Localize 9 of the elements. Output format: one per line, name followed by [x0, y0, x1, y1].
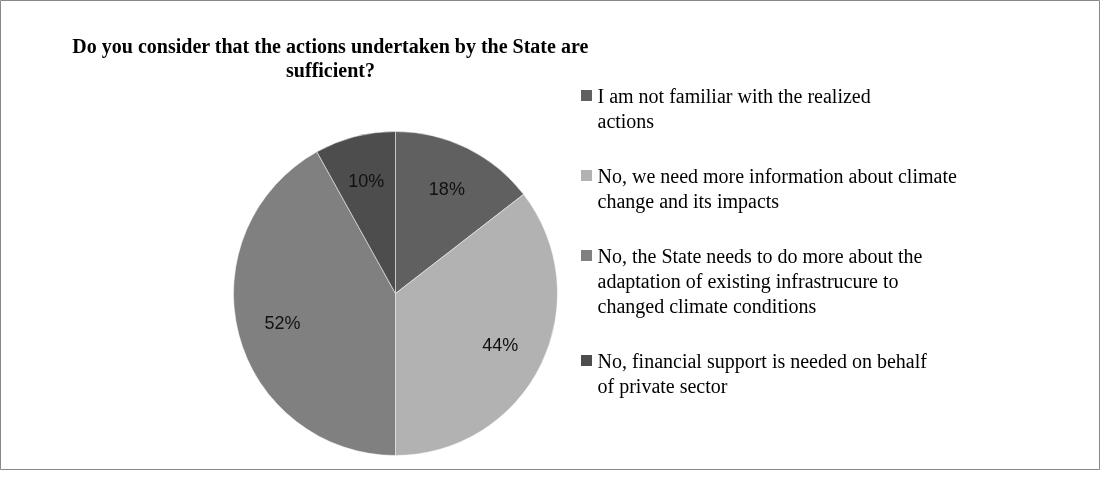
data-label: 44% — [482, 334, 519, 355]
legend-label: No, financial support is needed on behalf of private sector — [597, 349, 928, 398]
data-label: 18% — [428, 178, 465, 199]
legend-label: No, the State needs to do more about the adaptation of existing infrastrucure to changed climate conditions — [597, 244, 923, 318]
legend-label: No, we need more information about climate change and its impacts — [597, 164, 957, 213]
data-label: 10% — [348, 170, 385, 191]
data-label: 52% — [264, 312, 301, 333]
chart-title: Do you consider that the actions undertaken by the State are sufficient? — [72, 34, 589, 81]
legend-label: I am not familiar with the realized actions — [597, 84, 871, 132]
